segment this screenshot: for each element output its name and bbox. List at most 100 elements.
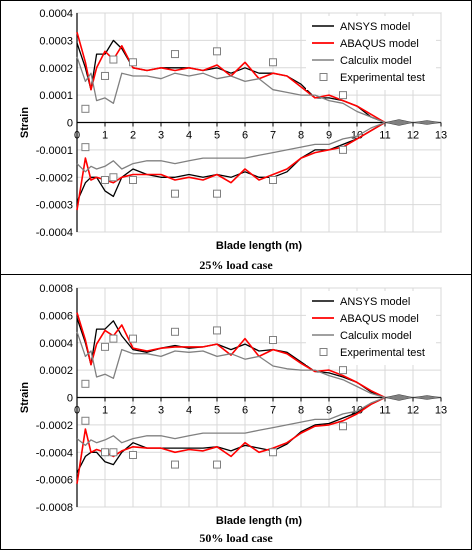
point-experimental-test bbox=[129, 58, 137, 67]
panel-divider bbox=[0, 274, 472, 275]
point-experimental-test bbox=[109, 448, 118, 457]
point-experimental-test bbox=[129, 450, 137, 459]
point-experimental-test bbox=[81, 143, 90, 152]
y-tick-label: -0.0002 bbox=[36, 420, 73, 432]
series-line-abaqus-model-upper bbox=[76, 31, 386, 124]
x-tick-label: 11 bbox=[379, 405, 390, 417]
point-experimental-test bbox=[109, 173, 118, 182]
point-experimental-test bbox=[109, 55, 118, 64]
point-experimental-test bbox=[339, 366, 347, 375]
legend-symbol-experimental-test bbox=[319, 348, 328, 356]
x-tick-label: 4 bbox=[186, 130, 192, 142]
y-tick-label: 0.0001 bbox=[39, 90, 73, 102]
x-tick-label: 6 bbox=[242, 130, 248, 142]
point-experimental-test bbox=[171, 50, 179, 59]
y-tick-label: 0 bbox=[67, 393, 73, 405]
y-tick-label: -0.0004 bbox=[36, 447, 73, 459]
y-tick-label: 0.0002 bbox=[39, 365, 73, 377]
y-tick-label: 0.0004 bbox=[39, 8, 73, 20]
y-tick-label: 0.0008 bbox=[39, 283, 73, 295]
point-experimental-test bbox=[269, 336, 277, 345]
legend-box bbox=[306, 291, 436, 365]
x-axis-label: Blade length (m) bbox=[216, 240, 303, 252]
series-line-ansys-model-lower bbox=[76, 396, 386, 474]
point-experimental-test bbox=[129, 334, 137, 343]
series-line-calculix-model-upper bbox=[76, 56, 386, 124]
y-tick-label: -0.0003 bbox=[36, 200, 73, 212]
x-tick-label: 13 bbox=[435, 130, 447, 142]
x-tick-label: 7 bbox=[270, 130, 276, 142]
series-line-calculix-model-upper bbox=[76, 331, 386, 399]
caption-50-percent: 50% load case bbox=[199, 531, 273, 545]
point-experimental-test bbox=[81, 104, 90, 113]
y-axis-label: Strain bbox=[19, 382, 31, 413]
legend-label-experimental-test: Experimental test bbox=[340, 72, 425, 84]
series-line-calculix-model-lower bbox=[76, 396, 386, 447]
legend-label-experimental-test: Experimental test bbox=[340, 347, 425, 359]
legend-label-calculix-model: Calculix model bbox=[340, 55, 412, 67]
x-tick-label: 9 bbox=[326, 130, 332, 142]
x-tick-label: 4 bbox=[186, 405, 192, 417]
legend-box bbox=[306, 16, 436, 90]
point-experimental-test bbox=[171, 460, 179, 469]
legend-symbol-experimental-test bbox=[319, 73, 328, 81]
point-experimental-test bbox=[213, 47, 221, 56]
x-tick-label: 7 bbox=[270, 405, 276, 417]
point-experimental-test bbox=[109, 334, 118, 343]
y-tick-label: 0.0006 bbox=[39, 310, 73, 322]
point-experimental-test bbox=[101, 342, 109, 351]
y-tick-label: 0 bbox=[67, 118, 73, 130]
x-tick-label: 12 bbox=[407, 405, 419, 417]
y-tick-label: 0.0004 bbox=[39, 338, 73, 350]
legend-label-abaqus-model: ABAQUS model bbox=[340, 313, 419, 325]
x-tick-label: 3 bbox=[158, 405, 164, 417]
blade-tip-series-tail bbox=[384, 394, 442, 401]
point-experimental-test bbox=[213, 326, 221, 335]
point-experimental-test bbox=[81, 379, 90, 388]
y-tick-label: -0.0001 bbox=[36, 145, 73, 157]
x-axis-label: Blade length (m) bbox=[216, 515, 303, 527]
x-tick-label: 5 bbox=[214, 130, 220, 142]
x-tick-label: 6 bbox=[242, 405, 248, 417]
legend-label-calculix-model: Calculix model bbox=[340, 330, 412, 342]
legend-label-abaqus-model: ABAQUS model bbox=[340, 38, 419, 50]
x-tick-label: 8 bbox=[298, 130, 304, 142]
series-line-abaqus-model-upper bbox=[76, 312, 386, 399]
point-experimental-test bbox=[81, 416, 90, 425]
point-experimental-test bbox=[269, 448, 277, 457]
point-experimental-test bbox=[101, 448, 109, 457]
point-experimental-test bbox=[339, 145, 347, 154]
point-experimental-test bbox=[269, 58, 277, 67]
point-experimental-test bbox=[339, 91, 347, 100]
point-experimental-test bbox=[269, 175, 277, 184]
x-tick-label: 11 bbox=[379, 130, 390, 142]
point-experimental-test bbox=[171, 327, 179, 336]
x-tick-label: 5 bbox=[214, 405, 220, 417]
x-tick-label: 13 bbox=[435, 405, 447, 417]
point-experimental-test bbox=[129, 175, 137, 184]
x-tick-label: 1 bbox=[102, 405, 108, 417]
y-tick-label: -0.0006 bbox=[36, 475, 73, 487]
caption-25-percent: 25% load case bbox=[199, 258, 273, 272]
point-experimental-test bbox=[101, 175, 109, 184]
series-line-calculix-model-lower bbox=[76, 121, 386, 173]
y-tick-label: 0.0003 bbox=[39, 35, 73, 47]
point-experimental-test bbox=[101, 71, 109, 80]
point-experimental-test bbox=[213, 460, 221, 469]
chart-50-percent-load: 0123456789101112130.00080.00060.00040.00… bbox=[19, 283, 447, 527]
x-tick-label: 3 bbox=[158, 130, 164, 142]
x-tick-label: 1 bbox=[102, 130, 108, 142]
x-tick-label: 2 bbox=[130, 130, 136, 142]
y-tick-label: -0.0002 bbox=[36, 172, 73, 184]
legend-label-ansys-model: ANSYS model bbox=[340, 296, 410, 308]
y-tick-label: 0.0002 bbox=[39, 63, 73, 75]
y-tick-label: -0.0004 bbox=[36, 227, 73, 239]
chart-25-percent-load: 0123456789101112130.00040.00030.00020.00… bbox=[19, 8, 447, 252]
blade-tip-series-tail bbox=[384, 119, 442, 126]
y-tick-label: -0.0008 bbox=[36, 502, 73, 514]
point-experimental-test bbox=[339, 422, 347, 431]
x-tick-label: 8 bbox=[298, 405, 304, 417]
legend-label-ansys-model: ANSYS model bbox=[340, 21, 410, 33]
y-axis-label: Strain bbox=[19, 107, 31, 138]
point-experimental-test bbox=[213, 189, 221, 198]
